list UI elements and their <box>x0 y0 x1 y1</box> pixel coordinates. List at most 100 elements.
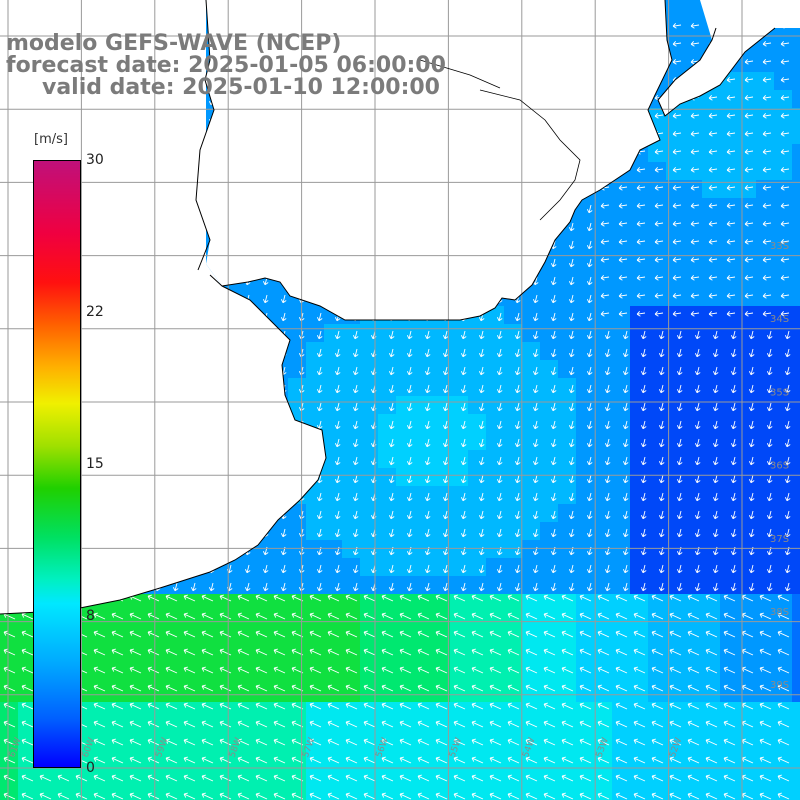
field-cell <box>774 738 792 756</box>
wind-arrow <box>640 492 647 502</box>
field-cell <box>378 360 396 378</box>
field-cell <box>720 558 738 576</box>
field-cell <box>108 684 126 702</box>
wind-arrow <box>784 456 791 466</box>
wind-arrow <box>586 564 593 574</box>
wind-arrow <box>21 666 34 674</box>
wind-arrow <box>388 564 395 574</box>
wind-arrow <box>708 220 718 227</box>
field-cell <box>738 702 756 720</box>
wind-arrow <box>730 528 737 538</box>
field-cell <box>450 612 468 630</box>
field-cell <box>774 630 792 648</box>
wind-arrow <box>586 366 593 376</box>
wind-arrow <box>147 648 160 656</box>
field-cell <box>576 702 594 720</box>
wind-arrow <box>507 594 520 602</box>
field-cell <box>630 432 648 450</box>
field-cell <box>720 594 738 612</box>
field-cell <box>792 270 800 288</box>
field-cell <box>396 594 414 612</box>
wind-arrow <box>708 256 718 263</box>
field-cell <box>756 414 774 432</box>
field-cell <box>522 738 540 756</box>
wind-arrow <box>705 648 718 656</box>
coastline-north <box>195 0 673 321</box>
wind-arrow <box>748 528 755 538</box>
field-cell <box>414 504 432 522</box>
field-cell <box>450 684 468 702</box>
field-cell <box>162 612 180 630</box>
wind-arrow <box>532 312 539 322</box>
field-cell <box>540 666 558 684</box>
wind-arrow <box>690 292 700 299</box>
wind-arrow <box>705 666 718 674</box>
field-cell <box>612 612 630 630</box>
colorbar-tick-0: 0 <box>86 760 95 776</box>
field-cell <box>594 378 612 396</box>
wind-arrow <box>780 40 790 47</box>
wind-arrow <box>532 438 539 448</box>
wind-arrow <box>676 384 683 394</box>
wind-arrow <box>543 666 556 674</box>
wind-arrow <box>784 492 791 502</box>
wind-arrow <box>334 492 341 502</box>
wind-arrow <box>568 312 575 322</box>
field-cell <box>288 540 306 558</box>
wind-arrow <box>694 348 701 358</box>
field-cell <box>324 360 342 378</box>
wind-arrow <box>669 666 682 674</box>
field-cell <box>468 432 486 450</box>
wind-arrow <box>165 612 178 620</box>
wind-arrow <box>532 492 539 502</box>
field-cell <box>666 630 684 648</box>
field-cell <box>774 756 792 774</box>
wind-arrow <box>669 738 682 746</box>
field-cell <box>558 378 576 396</box>
field-cell <box>792 288 800 306</box>
wind-arrow <box>262 564 269 574</box>
field-cell <box>378 450 396 468</box>
wind-arrow <box>273 612 286 620</box>
wind-arrow <box>532 384 539 394</box>
field-cell <box>396 432 414 450</box>
field-cell <box>792 504 800 522</box>
field-cell <box>396 702 414 720</box>
field-cell <box>288 774 306 792</box>
field-cell <box>630 450 648 468</box>
wind-arrow <box>669 594 682 602</box>
field-cell <box>720 702 738 720</box>
field-cell <box>288 648 306 666</box>
wind-arrow <box>21 684 34 692</box>
field-cell <box>360 702 378 720</box>
wind-arrow <box>237 702 250 710</box>
field-cell <box>486 522 504 540</box>
wind-arrow <box>550 402 557 412</box>
wind-arrow <box>255 720 268 728</box>
field-cell <box>306 594 324 612</box>
wind-arrow <box>316 492 323 502</box>
field-cell <box>180 648 198 666</box>
wind-arrow <box>604 456 611 466</box>
wind-arrow <box>147 702 160 710</box>
wind-arrow <box>363 774 376 782</box>
wind-arrow <box>345 702 358 710</box>
wind-arrow <box>406 564 413 574</box>
field-cell <box>774 648 792 666</box>
field-cell <box>792 702 800 720</box>
wind-arrow <box>514 366 521 376</box>
wind-arrow <box>604 492 611 502</box>
field-cell <box>270 576 288 594</box>
wind-arrow <box>309 630 322 638</box>
wind-arrow <box>399 648 412 656</box>
field-cell <box>324 756 342 774</box>
field-cell <box>450 702 468 720</box>
field-cell <box>522 630 540 648</box>
wind-arrow <box>730 330 737 340</box>
field-cell <box>756 666 774 684</box>
field-cell <box>306 666 324 684</box>
wind-arrow <box>654 166 664 173</box>
field-cell <box>396 720 414 738</box>
field-cell <box>666 738 684 756</box>
wind-arrow <box>237 648 250 656</box>
